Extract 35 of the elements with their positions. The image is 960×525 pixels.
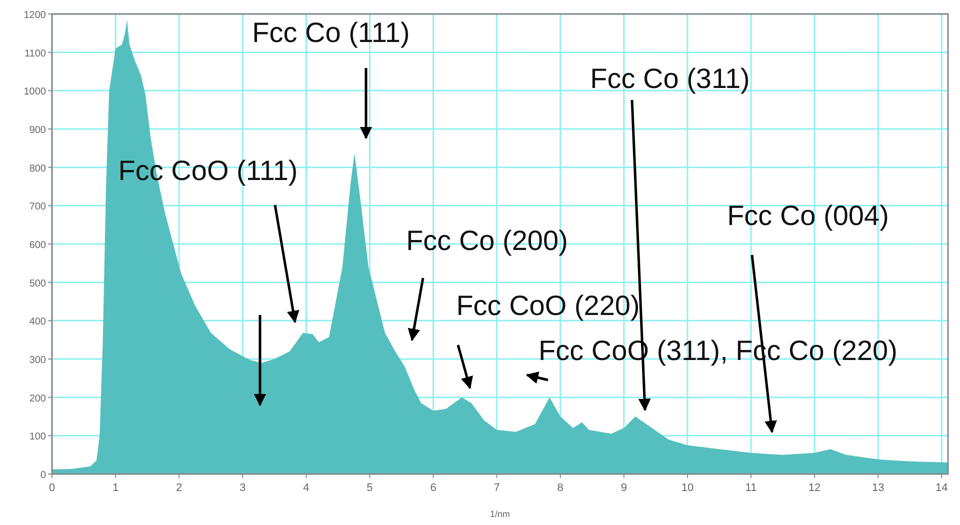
annotation: Fcc Co (200) [406, 225, 568, 256]
x-tick-label: 4 [303, 482, 310, 494]
y-tick-label: 400 [29, 316, 46, 328]
x-tick-label: 8 [557, 482, 564, 494]
x-tick-label: 9 [620, 482, 627, 494]
x-tick-label: 11 [745, 482, 757, 494]
annotation: Fcc CoO (220) [456, 290, 640, 321]
annotation: Fcc Co (004) [727, 200, 889, 231]
y-tick-label: 1100 [24, 48, 46, 60]
x-tick-label: 1 [112, 482, 119, 494]
y-tick-label: 300 [29, 355, 46, 366]
annotation: Fcc Co (311) [590, 63, 750, 94]
x-tick-label: 0 [48, 482, 56, 494]
y-tick-label: 100 [29, 432, 46, 443]
y-tick-label: 700 [29, 202, 46, 213]
y-tick-label: 600 [29, 240, 46, 251]
x-tick-label: 13 [872, 482, 884, 494]
x-axis-title: 1/nm [490, 509, 510, 519]
x-tick-label: 14 [936, 482, 948, 494]
x-tick-label: 12 [808, 482, 821, 494]
annotation: Fcc Co (111) [252, 17, 410, 48]
y-tick-label: 200 [29, 393, 46, 404]
y-tick-label: 500 [29, 278, 46, 290]
x-tick-label: 3 [240, 482, 246, 494]
x-tick-label: 2 [176, 482, 182, 494]
x-tick-label: 5 [366, 482, 373, 494]
x-tick-label: 6 [430, 482, 436, 494]
y-tick-label: 0 [40, 470, 46, 481]
x-tick-label: 7 [494, 482, 500, 494]
x-tick-label: 10 [681, 482, 694, 494]
y-tick-label: 1000 [24, 86, 46, 98]
y-tick-label: 800 [29, 163, 46, 174]
annotation: Fcc CoO (111) [118, 155, 298, 186]
y-tick-label: 900 [29, 125, 46, 136]
y-tick-label: 1200 [24, 10, 46, 21]
